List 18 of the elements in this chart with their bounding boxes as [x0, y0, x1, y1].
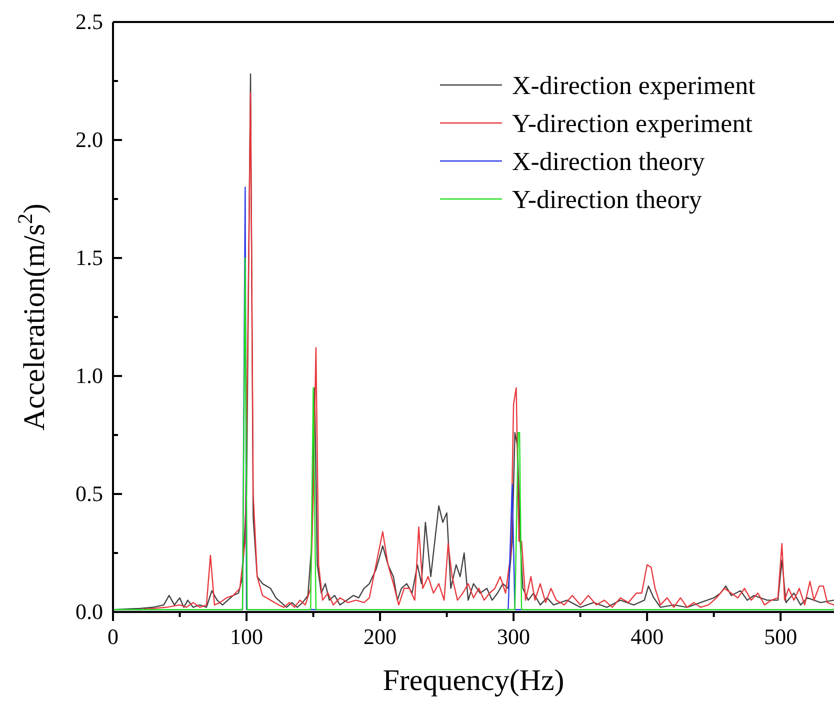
y-tick-label: 0.0	[76, 599, 103, 624]
x-tick-label: 300	[497, 624, 530, 649]
y-tick-label: 1.0	[76, 363, 103, 388]
x-tick-label: 400	[630, 624, 664, 649]
x-tick-label: 0	[108, 624, 118, 649]
line-series	[113, 257, 834, 610]
x-tick-label: 100	[230, 624, 264, 649]
y-tick-label: 0.5	[76, 481, 103, 506]
legend-label: Y-direction experiment	[512, 109, 754, 138]
x-axis-title: Frequency(Hz)	[382, 664, 564, 697]
legend-label: X-direction theory	[512, 147, 705, 176]
y-tick-label: 2.5	[76, 9, 103, 34]
y-tick-label: 2.0	[76, 127, 103, 152]
legend-label: X-direction experiment	[512, 71, 756, 100]
x-tick-label: 500	[764, 624, 798, 649]
y-tick-label: 1.5	[76, 245, 103, 270]
x-tick-label: 200	[364, 624, 397, 649]
legend-label: Y-direction theory	[512, 185, 702, 214]
